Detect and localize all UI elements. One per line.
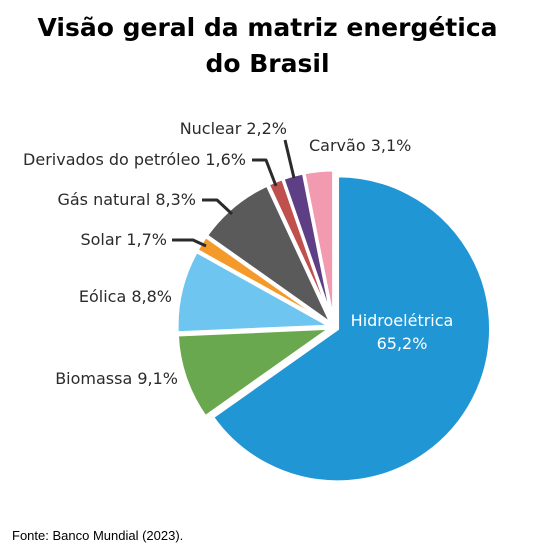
slice-label-g-s-natural: Gás natural 8,3% (57, 190, 196, 209)
slice-label-biomassa: Biomassa 9,1% (55, 369, 178, 388)
leader-line-nuclear (283, 139, 296, 179)
leader-line-g-s-natural (202, 198, 234, 216)
slice-label-nuclear: Nuclear 2,2% (180, 119, 287, 138)
slice-label-derivados-do-petr-leo: Derivados do petróleo 1,6% (23, 150, 246, 169)
slice-label-hidroel-trica: Hidroelétrica 65,2% (351, 311, 454, 353)
slice-label-e-lica: Eólica 8,8% (79, 287, 172, 306)
slice-label-carv-o: Carvão 3,1% (309, 136, 411, 155)
pie-slice-carv-o (302, 168, 336, 325)
chart-title-line-1: Visão geral da matriz energética (37, 13, 498, 42)
pie-slice-e-lica (175, 250, 332, 335)
chart-title-line-2: do Brasil (205, 49, 330, 78)
leader-line-derivados-do-petr-leo (252, 158, 278, 187)
slice-label-solar: Solar 1,7% (80, 230, 167, 249)
leader-line-solar (172, 238, 207, 248)
source-note: Fonte: Banco Mundial (2023). (12, 528, 184, 543)
chart-title: Visão geral da matriz energética do Bras… (0, 10, 535, 82)
pie-slice-biomassa (175, 326, 332, 419)
pie-slice-hidroel-trica (211, 174, 493, 484)
